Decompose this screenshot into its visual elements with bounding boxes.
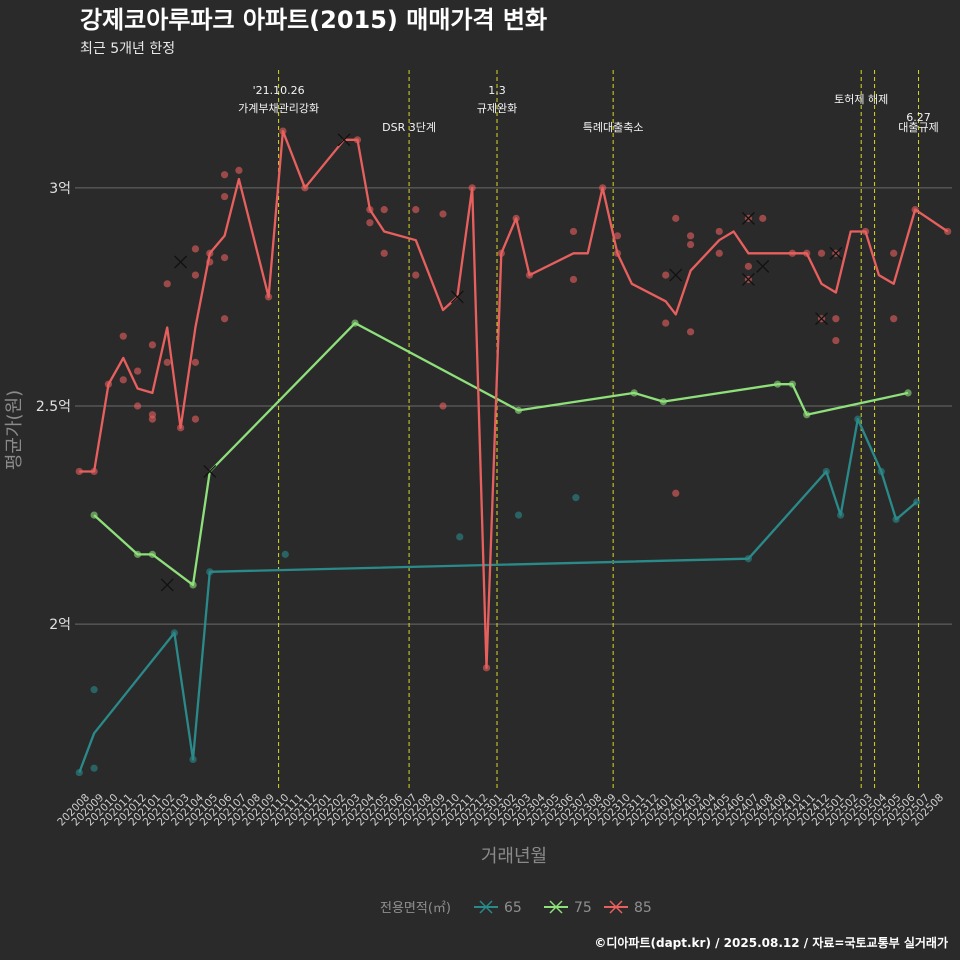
legend-title: 전용면적(㎡)	[380, 901, 451, 916]
x-axis-ticks: 2020082020092020102020112020122021012021…	[55, 791, 946, 828]
data-point	[148, 415, 157, 423]
series-line	[79, 129, 949, 669]
data-point	[235, 166, 243, 174]
event-label: 6.27	[906, 111, 931, 124]
event-label: 대출규제	[898, 121, 938, 134]
chart-caption: ©디아파트(dapt.kr) / 2025.08.12 / 자료=국토교통부 실…	[594, 935, 948, 950]
data-point	[439, 402, 447, 410]
event-label: 1.3	[488, 84, 506, 97]
data-point	[715, 227, 723, 236]
data-point	[220, 171, 229, 179]
data-point	[119, 332, 127, 340]
legend-key-cross	[479, 900, 493, 914]
event-label: 규제완화	[477, 102, 517, 115]
cross-marker	[669, 268, 683, 282]
data-point	[220, 192, 229, 201]
event-label: 특례대출축소	[583, 121, 644, 134]
y-tick-label: 2.5억	[36, 399, 71, 415]
data-point	[134, 367, 142, 375]
y-tick-label: 3억	[49, 181, 71, 197]
data-point	[191, 358, 200, 366]
data-point	[191, 271, 200, 279]
data-point	[715, 249, 723, 257]
data-point	[569, 275, 578, 284]
data-point	[890, 315, 898, 323]
legend: 전용면적(㎡) 65 75 85	[380, 900, 652, 916]
data-point	[890, 249, 898, 257]
cross-marker	[756, 259, 770, 273]
cross-marker	[203, 464, 217, 478]
x-axis-title: 거래년월	[481, 846, 547, 867]
data-point	[569, 227, 578, 236]
cross-marker	[741, 272, 755, 286]
chart-subtitle: 최근 5개년 한정	[80, 41, 175, 57]
data-point	[380, 249, 388, 257]
event-label: 가계부채관리강화	[238, 102, 319, 115]
event-label: DSR 3단계	[382, 121, 436, 134]
data-point	[744, 262, 753, 270]
data-point	[90, 686, 98, 694]
data-point	[163, 280, 171, 288]
event-label: '21.10.26	[253, 84, 305, 97]
data-point	[613, 232, 622, 240]
data-point	[90, 764, 98, 772]
data-point	[281, 550, 289, 558]
legend-label: 85	[634, 900, 652, 916]
data-point	[366, 219, 374, 227]
legend-label: 75	[574, 900, 592, 916]
data-point	[220, 254, 229, 262]
data-point	[832, 336, 840, 345]
data-point	[412, 271, 420, 279]
data-point	[759, 214, 767, 222]
data-point	[817, 249, 826, 257]
cross-marker	[815, 312, 828, 326]
cross-marker	[160, 578, 174, 592]
legend-label: 65	[504, 900, 522, 916]
data-point	[662, 319, 670, 327]
y-axis-title: 평균가(원)	[4, 390, 25, 470]
cross-marker	[450, 290, 464, 304]
data-point	[456, 533, 464, 541]
cross-marker	[741, 211, 755, 225]
data-point	[134, 402, 142, 410]
series-layer	[75, 127, 952, 777]
data-point	[412, 206, 420, 214]
legend-key-cross	[609, 900, 623, 914]
data-point	[380, 206, 388, 214]
data-point	[686, 232, 695, 240]
data-point	[672, 489, 680, 497]
gridlines	[75, 187, 952, 625]
cross-marker	[174, 255, 188, 269]
data-point	[686, 328, 695, 336]
data-point	[672, 214, 680, 222]
cross-marker	[829, 246, 843, 260]
data-point	[832, 315, 840, 323]
data-point	[191, 415, 200, 423]
data-point	[686, 240, 695, 249]
event-label: 토허제 해제	[834, 92, 888, 106]
legend-key-cross	[549, 900, 563, 914]
data-point	[148, 341, 157, 349]
data-point	[514, 511, 523, 519]
data-point	[439, 210, 447, 218]
data-point	[572, 494, 580, 502]
y-axis-ticks: 2억 2.5억 3억	[36, 181, 71, 633]
data-point	[904, 389, 912, 397]
data-point	[119, 376, 127, 384]
series-line	[93, 321, 909, 587]
y-tick-label: 2억	[49, 617, 71, 633]
data-point	[662, 271, 670, 279]
chart-title: 강제코아루파크 아파트(2015) 매매가격 변화	[80, 6, 547, 34]
data-point	[220, 315, 229, 323]
cross-marker	[337, 133, 351, 147]
data-point	[191, 245, 200, 253]
data-point	[163, 358, 171, 366]
series-line	[78, 417, 918, 773]
